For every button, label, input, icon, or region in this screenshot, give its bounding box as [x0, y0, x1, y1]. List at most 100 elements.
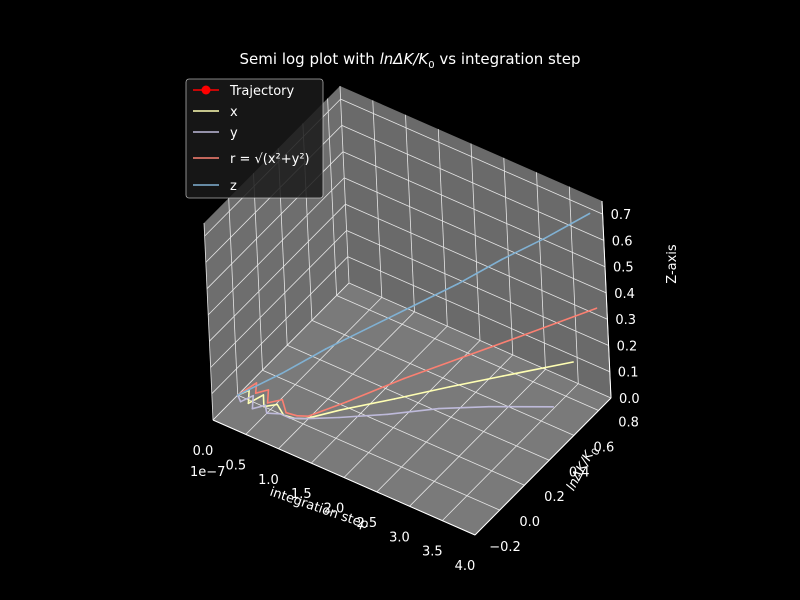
x-tick-label: 2.0: [324, 502, 345, 517]
series-segment: [338, 413, 389, 419]
legend-marker: [201, 85, 211, 95]
series-segment: [280, 348, 327, 375]
z-axis-line: [601, 200, 612, 399]
series-lines: [236, 212, 598, 420]
x-tick-label: 4.0: [455, 559, 476, 574]
series-segment: [254, 389, 270, 395]
z-tick-label: 0.1: [618, 366, 639, 381]
legend-item: Trajectory: [193, 84, 294, 99]
legend-item: z: [193, 179, 237, 194]
x-axis-line: [212, 419, 476, 536]
x-tick-label: 3.5: [422, 545, 443, 560]
grid-line-floor-x: [245, 297, 383, 435]
series-segment: [254, 382, 258, 395]
series-segment: [324, 326, 371, 350]
legend-item: r = √(x²+y²): [193, 152, 310, 167]
series-segment: [438, 405, 490, 410]
axis-edges: [212, 200, 612, 536]
series-segment: [544, 212, 591, 239]
grid-line-floor-x: [442, 383, 579, 521]
grid-line-left-z: [207, 177, 345, 316]
grid-line-left-z: [210, 230, 347, 368]
grid-line-floor-y: [336, 295, 599, 411]
grid-line-back-z: [346, 230, 609, 346]
x-tick-label: 1.0: [258, 473, 279, 488]
series-segment: [236, 372, 283, 396]
legend-label: Trajectory: [229, 84, 294, 99]
grid-line-left-z: [211, 256, 349, 394]
series-segment: [266, 398, 284, 404]
z-tick-label: 0.2: [617, 340, 638, 355]
y-tick-label: 0.8: [618, 416, 639, 431]
grid-line-back-z: [344, 177, 607, 294]
series-segment: [266, 389, 270, 404]
grid-line-back-x: [372, 100, 383, 298]
grid-line-back-x: [568, 186, 579, 384]
z-tick-label: 0.7: [611, 208, 632, 223]
x-axis-label: integration step: [268, 485, 371, 533]
series-segment: [262, 394, 265, 408]
series-segment: [412, 283, 459, 307]
title-suffix: vs integration step: [435, 50, 581, 68]
series-segment: [239, 394, 254, 403]
series-segment: [285, 411, 298, 417]
z-tick-label: 0.0: [619, 392, 640, 407]
grid-line-back-x: [536, 172, 546, 370]
grid-line-floor-x: [376, 354, 514, 493]
series-segment: [251, 394, 254, 410]
z-tick-label: 0.6: [612, 234, 633, 249]
series-segment: [500, 237, 547, 261]
series-segment: [461, 335, 522, 359]
series-segment: [236, 394, 242, 403]
grid-line-back-z: [341, 125, 604, 241]
legend: Trajectory xy r = √(x²+y²) z: [185, 78, 324, 199]
x-tick-label: 2.5: [356, 516, 377, 531]
series-segment: [368, 304, 415, 329]
series-segment: [304, 416, 340, 420]
series-segment: [345, 377, 405, 403]
x-tick-label: 1.5: [291, 487, 312, 502]
y-tick-label: 0.2: [544, 490, 565, 505]
series-segment: [247, 394, 265, 405]
series-segment: [456, 258, 503, 285]
series-2: [236, 394, 555, 420]
series-segment: [264, 404, 268, 415]
series-segment: [247, 389, 250, 405]
grid-line-floor-x: [311, 325, 448, 464]
legend-box: [185, 78, 324, 199]
series-4: [236, 212, 591, 396]
series-3: [236, 307, 598, 418]
grid-line-back-z: [340, 98, 603, 215]
series-segment: [307, 401, 347, 418]
series-segment: [251, 404, 267, 410]
legend-label: z: [230, 179, 237, 194]
y-axis-line: [474, 397, 612, 536]
grid-line-back-x: [405, 114, 415, 312]
series-segment: [386, 407, 440, 416]
grid-line-back-z: [345, 203, 608, 320]
title-math: lnΔK/K: [380, 50, 430, 68]
y-tick-label: −0.2: [489, 540, 521, 555]
grid-line-back-z: [348, 282, 612, 399]
x-tick-label: 0.0: [193, 444, 214, 459]
x-tick-label: 3.0: [389, 530, 410, 545]
series-segment: [304, 408, 343, 420]
x-offset-label: 1e−7: [190, 465, 225, 480]
grid-line-left-y: [228, 198, 239, 396]
legend-label: r = √(x²+y²): [230, 152, 310, 167]
z-tick-label: 0.4: [614, 287, 635, 302]
series-segment: [393, 386, 451, 400]
grid-line-left-y: [253, 173, 263, 371]
series-segment: [448, 375, 504, 388]
legend-label: x: [230, 105, 238, 120]
grid-line-back-z: [342, 151, 606, 268]
grid-line-back-x: [339, 85, 350, 284]
tick-labels: 0.0 0.5 1.0 1.5 2.0 2.5 3.0 3.5 4.0 −0.2 0.0 0.2 0.4…: [193, 208, 640, 574]
y-tick-label: 0.4: [569, 465, 590, 480]
series-segment: [403, 356, 464, 380]
y-tick-label: 0.0: [519, 515, 540, 530]
series-segment: [289, 417, 307, 420]
series-segment: [276, 403, 285, 417]
